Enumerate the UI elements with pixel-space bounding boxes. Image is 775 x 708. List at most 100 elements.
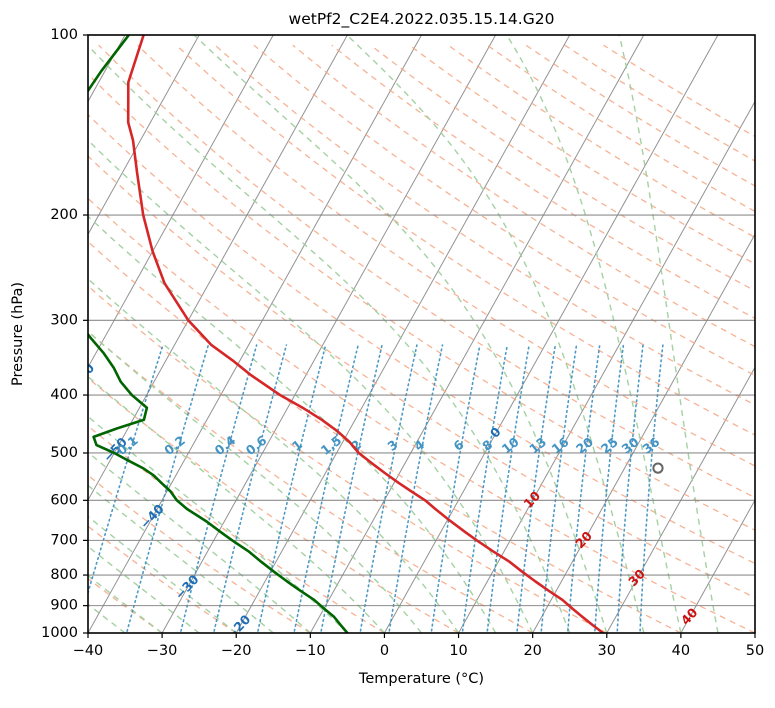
isotherm-line [235, 35, 571, 633]
moist-adiabat-line [88, 215, 497, 633]
isotherm-lines [88, 35, 755, 633]
frame-rect [87, 34, 756, 634]
dry-adiabat-line [88, 285, 608, 633]
dry-adiabat-line [88, 377, 459, 633]
mixing-ratio-line [593, 344, 625, 633]
isotherm-label: −80 [5, 205, 35, 236]
moist-adiabat-line [618, 35, 719, 633]
dewpoint-trace [88, 35, 349, 633]
moist-adiabat-line [88, 515, 237, 633]
mixing-ratio-line [212, 344, 288, 633]
moist-adiabat-line [88, 484, 274, 633]
mixing-ratio-line [319, 344, 383, 633]
figure-title: wetPf2_C2E4.2022.035.15.14.G20 [289, 10, 555, 29]
dry-adiabat-line [175, 44, 755, 436]
x-tick-label: 50 [746, 643, 764, 659]
x-tick-label: 0 [380, 643, 389, 659]
isotherm-line [88, 35, 274, 369]
isotherm-line [458, 100, 755, 633]
mixing-ratio-line [388, 344, 444, 633]
x-tick-label: −30 [147, 643, 178, 659]
dry-adiabat-line [88, 577, 163, 633]
mixing-ratio-line [516, 344, 557, 633]
moist-adiabat-line [88, 44, 571, 633]
y-tick-label: 400 [50, 387, 78, 403]
dry-adiabat-line [88, 113, 755, 565]
x-tick-label: −10 [295, 643, 326, 659]
x-tick-label: −40 [73, 643, 104, 659]
moist-adiabat-line [88, 375, 385, 633]
mixing-ratio-line [430, 344, 481, 633]
dry-adiabat-line [88, 73, 755, 531]
isotherm-line [309, 35, 645, 633]
y-tick-label: 100 [50, 27, 78, 43]
dry-adiabat-line [98, 44, 755, 499]
mixing-ratio-line [88, 344, 164, 596]
y-tick-label: 500 [50, 445, 78, 461]
background-lines [88, 35, 755, 633]
markers [652, 462, 664, 474]
mixing-ratio-line [616, 344, 644, 633]
moist-adiabat-line [88, 451, 311, 633]
plot-background [88, 35, 755, 633]
moist-adiabat-line [193, 35, 608, 633]
y-tick-label: 900 [50, 598, 78, 614]
dry-adiabat-line [253, 44, 755, 377]
sounding-traces [88, 35, 605, 633]
y-axis-label: Pressure (hPa) [10, 282, 26, 386]
y-tick-label: 600 [50, 492, 78, 508]
mixing-ratio-lines [88, 344, 664, 633]
isotherm-line [88, 35, 348, 502]
isotherm-label: −70 [37, 281, 67, 312]
mixing-ratio-line [293, 344, 359, 633]
mixing-ratio-line [256, 344, 327, 633]
moist-adiabat-lines [88, 35, 719, 633]
moist-adiabat-line [506, 35, 682, 633]
mixing-ratio-line [486, 344, 530, 633]
dry-adiabat-line [88, 474, 311, 633]
x-axis-label: Temperature (°C) [358, 671, 484, 687]
dry-adiabat-line [88, 425, 385, 633]
dry-adiabat-line [137, 44, 755, 467]
isobar-lines [88, 35, 755, 633]
y-tick-label: 200 [50, 207, 78, 223]
dry-adiabat-line [292, 44, 755, 348]
isotherm-line [161, 35, 497, 633]
dry-adiabat-lines [88, 44, 755, 633]
mixing-ratio-line [461, 344, 509, 633]
y-tick-label: 800 [50, 567, 78, 583]
x-tick-label: 10 [449, 643, 467, 659]
moist-adiabat-line [88, 139, 534, 633]
x-tick-label: −20 [221, 643, 252, 659]
dry-adiabat-line [370, 44, 755, 292]
y-tick-label: 700 [50, 532, 78, 548]
parcel-marker [652, 462, 664, 474]
isotherm-line [88, 35, 200, 236]
mixing-ratio-line [566, 344, 601, 633]
moist-adiabat-line [346, 35, 645, 633]
x-tick-label: 30 [598, 643, 616, 659]
isotherm-label: −90 [0, 128, 5, 159]
mixing-ratio-line [639, 344, 664, 633]
axis-ticks: −40 −30 −20 −10 0 10 20 30 40 50 100 200 300 400 500 60… [41, 27, 764, 659]
isotherm-line [384, 35, 719, 633]
dry-adiabat-line [214, 44, 755, 406]
y-tick-label: 1000 [41, 625, 78, 641]
isotherm-line [606, 366, 755, 633]
dry-adiabat-line [331, 44, 755, 320]
isotherm-line [754, 631, 755, 633]
isotherm-line [680, 499, 755, 633]
plot-frame [87, 34, 756, 634]
temperature-trace [126, 35, 605, 633]
isotherm-line [532, 233, 755, 633]
moist-adiabat-line [88, 545, 200, 633]
x-tick-label: 40 [672, 643, 690, 659]
mixing-ratio-line [359, 344, 418, 633]
dry-adiabat-line [88, 240, 682, 633]
x-tick-label: 20 [523, 643, 541, 659]
mixing-ratio-line [540, 344, 578, 633]
moist-adiabat-line [88, 330, 423, 633]
y-tick-label: 300 [50, 312, 78, 328]
